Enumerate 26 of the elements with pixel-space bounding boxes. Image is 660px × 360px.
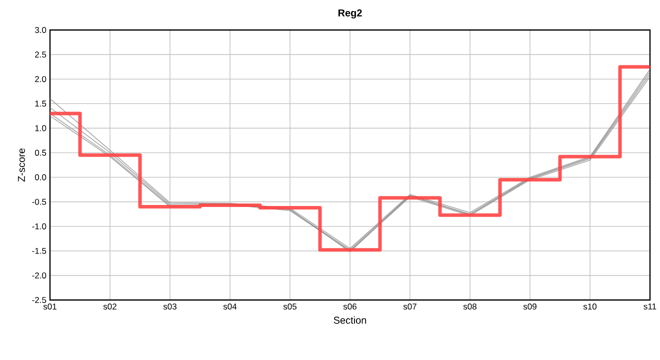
y-tick-label: 0.0 [34,174,46,180]
y-tick-label: -2.0 [32,272,46,278]
x-tick-label: s04 [223,304,237,310]
y-tick-label: -0.5 [32,198,46,205]
x-tick-label: s11 [644,304,656,310]
y-tick-label: -1.5 [32,248,46,254]
x-tick-label: s05 [283,304,297,310]
y-tick-label: 0.5 [34,150,46,156]
x-tick-label: s06 [343,304,356,310]
x-tick-label: s08 [463,304,476,310]
x-tick-label: s09 [523,304,536,310]
x-tick-label: s03 [163,304,176,310]
x-tick-label: s07 [403,304,416,310]
y-tick-label: -1.0 [32,223,46,230]
y-tick-label: 2.0 [35,76,46,82]
x-axis-title: Section [334,316,366,324]
x-tick-label: s10 [583,304,597,310]
y-axis-title: Z-score [18,148,25,182]
y-tick-label: 3.0 [34,27,46,34]
y-tick-label: 2.5 [35,52,46,58]
y-tick-label: 1.5 [35,100,46,107]
y-tick-label: 1.0 [35,125,46,132]
x-tick-label: s01 [43,304,56,310]
y-tick-label: -2.5 [32,297,46,304]
chart-title: Reg2 [338,9,362,18]
x-tick-label: s02 [103,304,116,310]
